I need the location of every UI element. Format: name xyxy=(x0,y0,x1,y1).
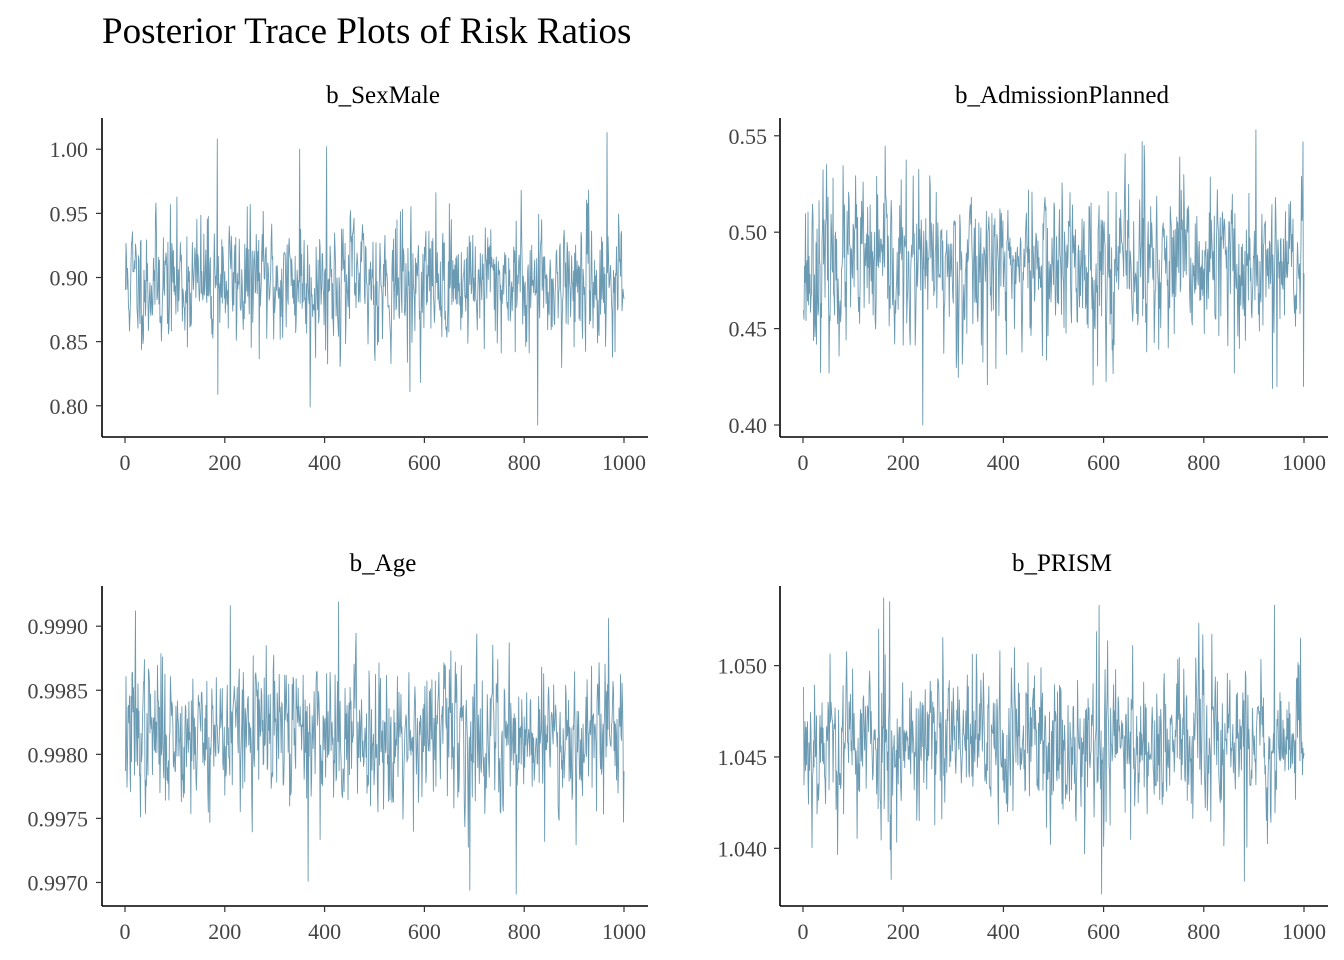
trace-line xyxy=(125,132,625,426)
panel-title: b_Age xyxy=(350,550,417,577)
x-tick-label: 1000 xyxy=(1282,919,1326,944)
x-tick-label: 400 xyxy=(308,450,341,475)
x-tick-label: 200 xyxy=(887,919,920,944)
x-tick-label: 800 xyxy=(508,450,541,475)
x-tick-label: 200 xyxy=(887,450,920,475)
y-tick-label: 1.045 xyxy=(718,745,768,770)
x-tick-label: 0 xyxy=(798,919,809,944)
panel-title: b_SexMale xyxy=(326,82,440,109)
x-tick-label: 600 xyxy=(1087,919,1120,944)
x-tick-label: 600 xyxy=(408,919,441,944)
x-tick-label: 600 xyxy=(1087,450,1120,475)
panel-b-age: b_Age 0.9970 0.9975 0.9980 0.9985 0.9990 0 200 4… xyxy=(28,550,648,944)
x-tick-label: 800 xyxy=(1187,919,1220,944)
panel-title: b_PRISM xyxy=(1012,550,1112,577)
figure-title: Posterior Trace Plots of Risk Ratios xyxy=(102,11,631,52)
x-tick-label: 1000 xyxy=(1282,450,1326,475)
y-tick-label: 1.040 xyxy=(718,836,768,861)
panel-b-admissionplanned: b_AdmissionPlanned 0.40 0.45 0.50 0.55 0 200 40… xyxy=(729,82,1328,475)
y-tick-label: 0.9985 xyxy=(28,678,89,703)
y-tick-label: 0.9990 xyxy=(28,614,89,639)
y-tick-label: 1.050 xyxy=(718,654,768,679)
panel-b-sexmale: b_SexMale 0.80 0.85 0.90 0.95 1.00 0 200 400 600 8… xyxy=(50,82,648,475)
trace-line xyxy=(803,597,1305,895)
x-tick-label: 1000 xyxy=(602,919,646,944)
x-tick-label: 0 xyxy=(798,450,809,475)
x-tick-label: 800 xyxy=(508,919,541,944)
x-tick-label: 200 xyxy=(208,450,241,475)
x-tick-label: 0 xyxy=(120,450,131,475)
panel-b-prism: b_PRISM 1.040 1.045 1.050 0 200 400 600 800 1000 xyxy=(718,550,1328,944)
x-tick-label: 800 xyxy=(1187,450,1220,475)
x-tick-label: 400 xyxy=(987,919,1020,944)
panel-title: b_AdmissionPlanned xyxy=(955,82,1169,109)
x-tick-label: 400 xyxy=(987,450,1020,475)
y-tick-label: 1.00 xyxy=(50,137,89,162)
x-tick-label: 0 xyxy=(120,919,131,944)
x-tick-label: 1000 xyxy=(602,450,646,475)
y-tick-label: 0.9980 xyxy=(28,742,89,767)
y-tick-label: 0.9970 xyxy=(28,870,89,895)
y-tick-label: 0.55 xyxy=(729,124,768,149)
x-tick-label: 200 xyxy=(208,919,241,944)
y-tick-label: 0.90 xyxy=(50,266,89,291)
y-tick-label: 0.80 xyxy=(50,394,89,419)
y-tick-label: 0.95 xyxy=(50,201,89,226)
y-tick-label: 0.9975 xyxy=(28,806,89,831)
trace-line xyxy=(803,129,1305,426)
trace-line xyxy=(125,601,625,895)
y-tick-label: 0.50 xyxy=(729,220,768,245)
x-tick-label: 400 xyxy=(308,919,341,944)
y-tick-label: 0.45 xyxy=(729,317,768,342)
y-tick-label: 0.85 xyxy=(50,330,89,355)
x-tick-label: 600 xyxy=(408,450,441,475)
y-tick-label: 0.40 xyxy=(729,413,768,438)
